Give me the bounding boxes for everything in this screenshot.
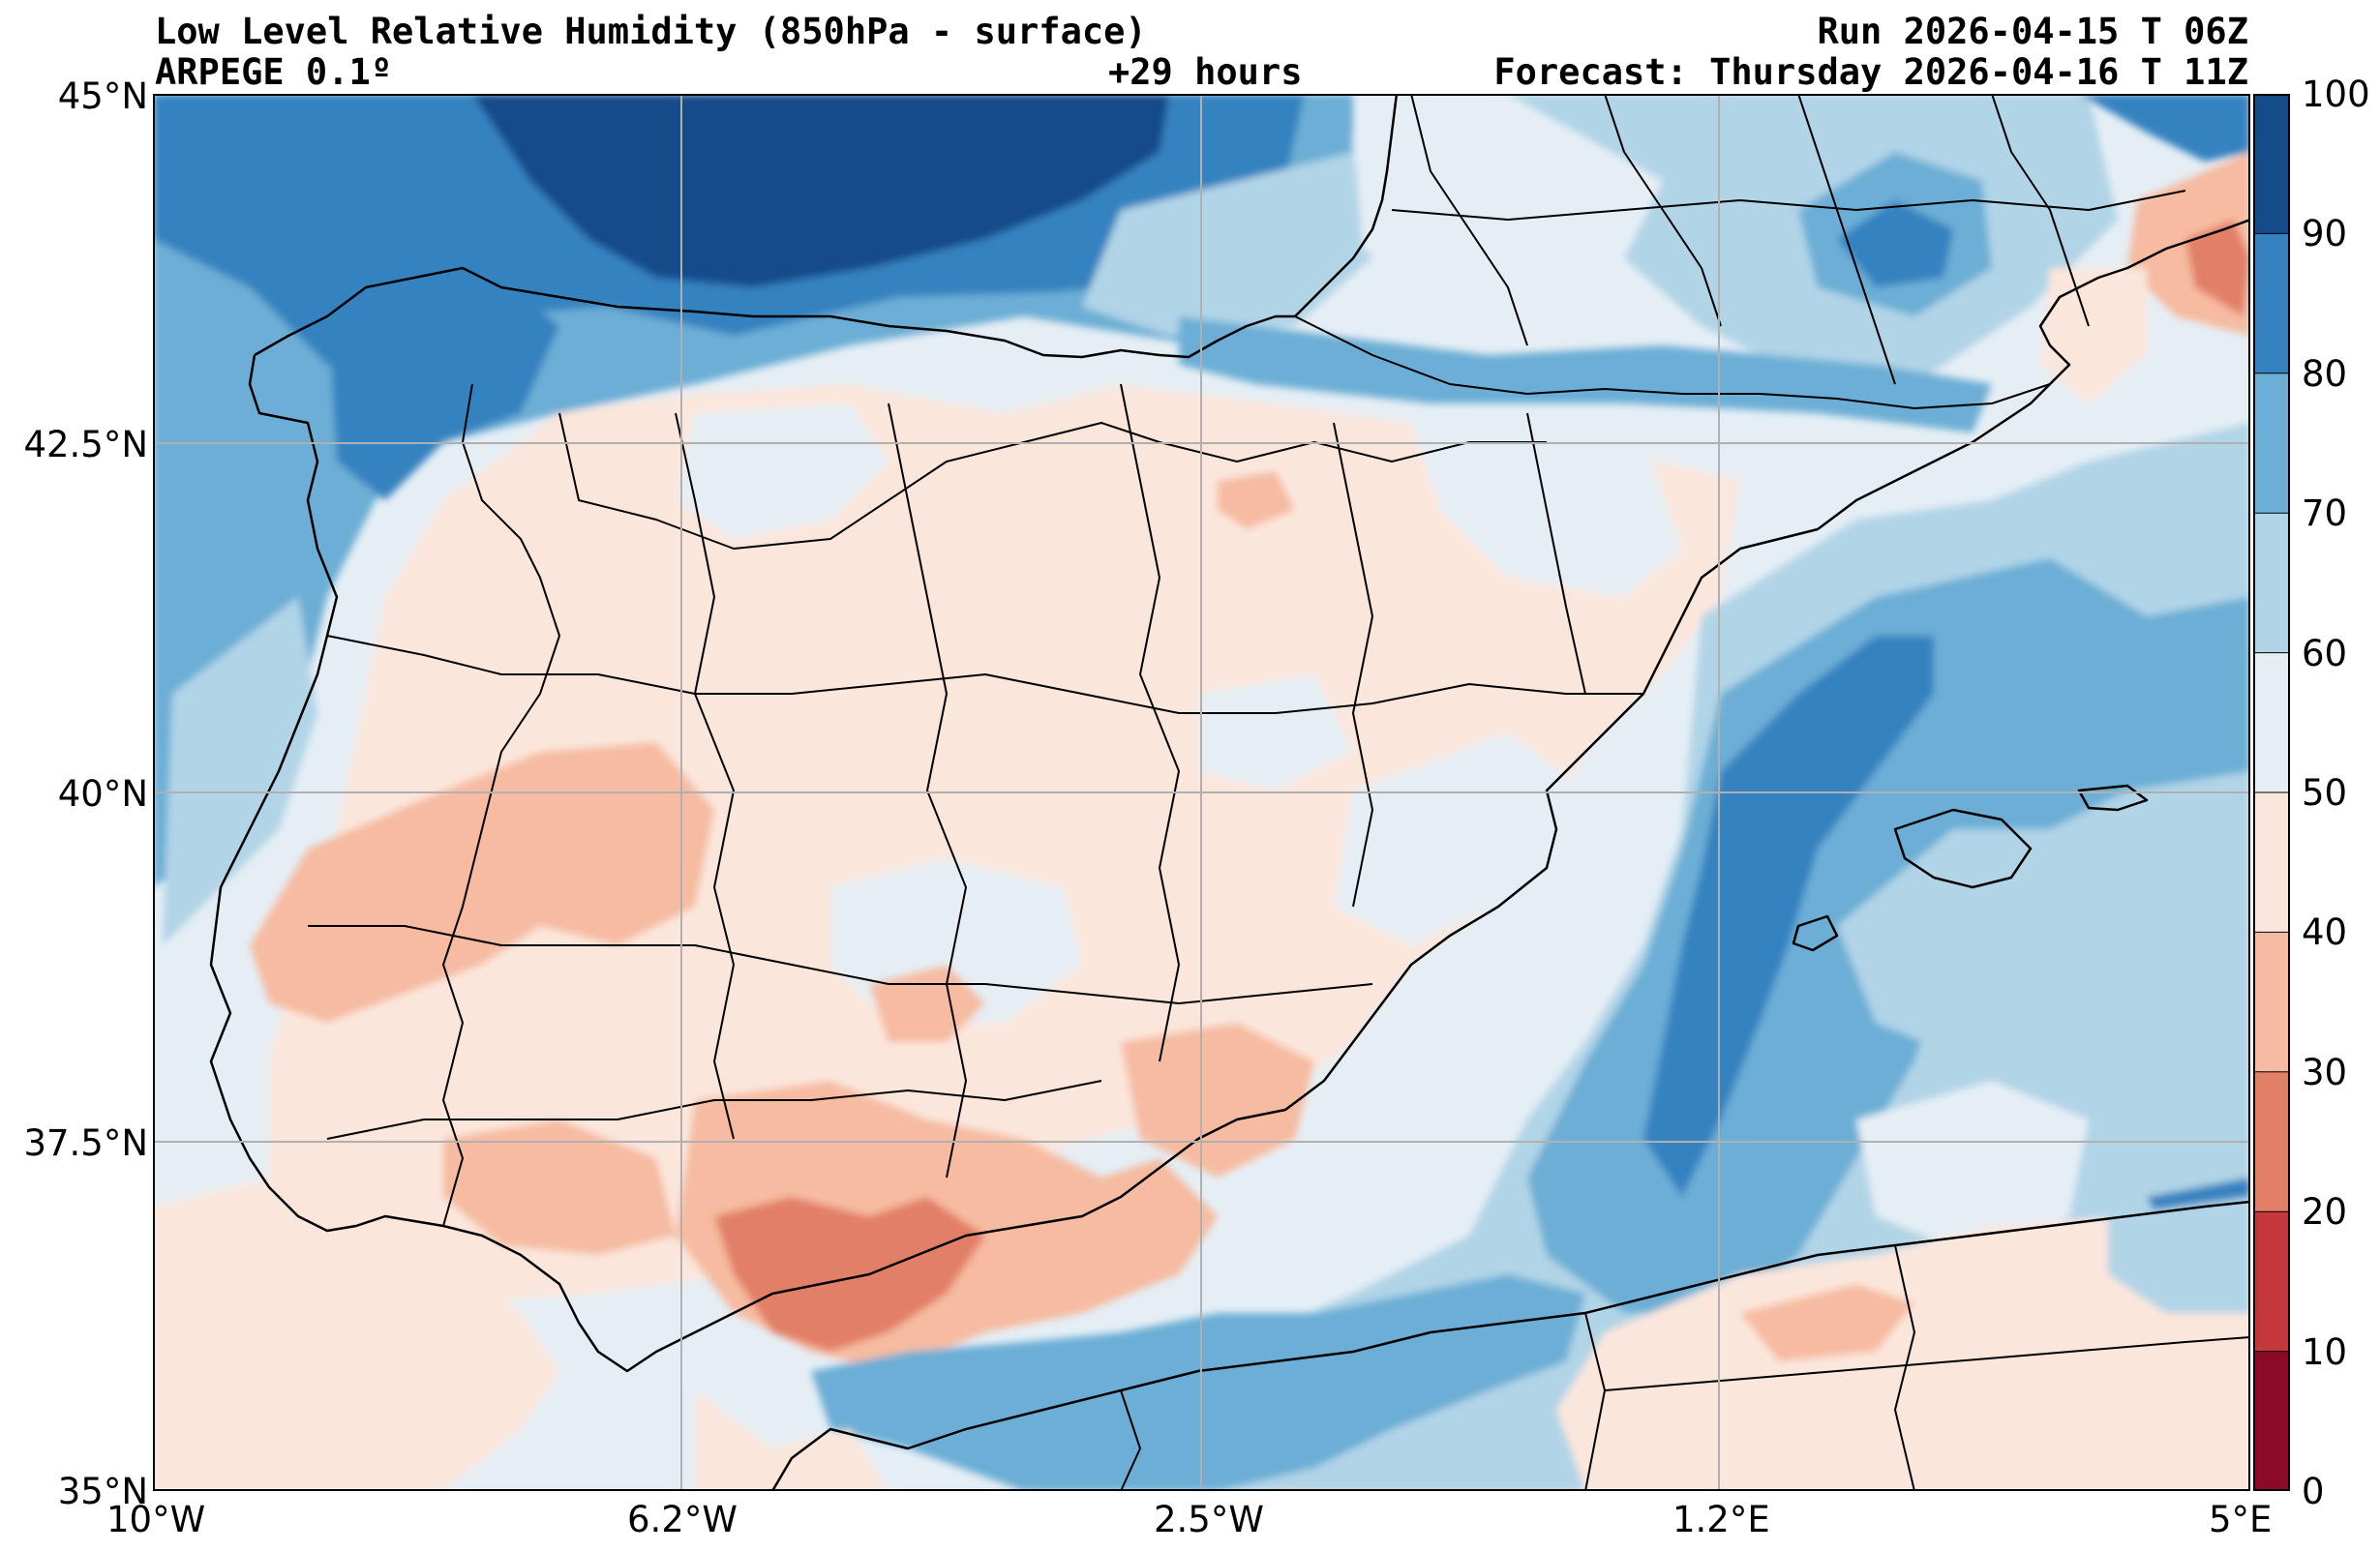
- lead-time-label: +29 hours: [1108, 51, 1303, 93]
- field-20-30-provence-core: [2185, 220, 2250, 316]
- border-africa-h: [1604, 1336, 2250, 1391]
- colorbar-tick-20: 20: [2302, 1191, 2348, 1234]
- field-60-70-balearic: [1837, 829, 2166, 1061]
- colorbar-tick-80: 80: [2302, 352, 2348, 395]
- colorbar-band-70-80: [2253, 373, 2290, 514]
- lon-label-5e: 5°E: [2209, 1499, 2273, 1540]
- ibiza: [1792, 914, 1839, 952]
- border-france-4: [1991, 94, 2090, 327]
- field-40-50-north-africa: [695, 1390, 889, 1491]
- border-andalusia: [326, 1080, 1102, 1140]
- border-france-2: [1604, 94, 1722, 327]
- field-30-40-ebro: [1218, 471, 1295, 529]
- colorbar-band-30-40: [2253, 932, 2290, 1072]
- field-60-70-algeria-north: [2108, 1197, 2250, 1313]
- colorbar-frame: [2253, 94, 2290, 1491]
- border-portugal-spain: [442, 383, 560, 1227]
- graticule: [153, 94, 2250, 1491]
- field-90-100-biscay: [472, 94, 1169, 287]
- border-africa-3: [1894, 1244, 1915, 1491]
- france-med-coast: [2097, 218, 2250, 280]
- field-70-80-pyrenees: [1179, 316, 1992, 433]
- admin-borders: [308, 94, 2250, 1491]
- menorca: [2077, 784, 2149, 812]
- colorbar-tick-70: 70: [2302, 492, 2348, 535]
- field-80-90-galicia: [327, 258, 559, 500]
- colorbar-band-0-10: [2253, 1351, 2290, 1491]
- africa-coast: [770, 1200, 2250, 1491]
- field-50-60-med-center: [1856, 1081, 2089, 1255]
- iberia-west-coast: [209, 276, 2099, 1373]
- field-80-90-northeast: [2079, 94, 2250, 162]
- border-south-provinces: [308, 925, 1373, 1004]
- map-title: Low Level Relative Humidity (850hPa - su…: [155, 11, 1147, 52]
- lat-label-42-5n: 42.5°N: [23, 424, 148, 465]
- field-50-60-valencia: [1334, 732, 1585, 945]
- border-france-3: [1797, 94, 1896, 385]
- field-80-90-massif-core: [1837, 200, 1953, 287]
- colorbar-band-60-70: [2253, 513, 2290, 653]
- border-central-provinces: [326, 635, 1643, 714]
- border-vertical-2: [888, 403, 967, 1179]
- field-80-90-valencia-gulf: [1643, 636, 1934, 1197]
- field-30-40-extremadura: [250, 742, 714, 1023]
- run-label: Run 2026-04-15 T 06Z: [1817, 11, 2248, 52]
- field-50-60-teruel: [1198, 674, 1353, 791]
- field-30-40-huelva: [443, 1119, 676, 1255]
- border-france-h: [1391, 190, 2186, 221]
- field-50-60-castile: [676, 403, 889, 539]
- field-40-50-algeria: [1556, 1207, 2250, 1491]
- mallorca: [1893, 808, 2033, 889]
- lon-label-6-2w: 6.2°W: [627, 1499, 738, 1540]
- colorbar-tick-40: 40: [2302, 911, 2348, 954]
- lat-label-45n: 45°N: [57, 75, 148, 117]
- lon-label-10w: 10°W: [106, 1499, 206, 1540]
- field-60-70-biscay: [1082, 152, 1382, 336]
- model-label: ARPEGE 0.1º: [155, 51, 393, 93]
- forecast-label: Forecast: Thursday 2026-04-16 T 11Z: [1493, 51, 2248, 93]
- border-vertical-5: [1526, 412, 1586, 695]
- france-atlantic-coast: [1294, 94, 1399, 317]
- humidity-map: [153, 94, 2250, 1491]
- colorbar: [2253, 94, 2290, 1491]
- field-50-60-france: [1353, 133, 1663, 316]
- border-africa-1: [1120, 1389, 1141, 1491]
- colorbar-tick-60: 60: [2302, 632, 2348, 674]
- colorbar-tick-90: 90: [2302, 213, 2348, 255]
- lon-label-1-2e: 1.2°E: [1672, 1499, 1770, 1540]
- lat-label-40n: 40°N: [57, 773, 148, 815]
- field-30-40-algeria-coast: [1740, 1284, 1914, 1361]
- iberia-north-coast: [254, 266, 1295, 359]
- border-france-1: [1410, 94, 1528, 346]
- field-60-70-west-coast: [163, 597, 317, 945]
- border-vertical-3: [1120, 383, 1180, 1062]
- lat-label-35n: 35°N: [57, 1471, 148, 1512]
- colorbar-tick-30: 30: [2302, 1051, 2348, 1093]
- colorbar-band-80-90: [2253, 233, 2290, 373]
- border-vertical-1: [675, 412, 735, 1140]
- colorbar-band-90-100: [2253, 94, 2290, 234]
- lon-label-2-5w: 2.5°W: [1154, 1499, 1264, 1540]
- humidity-field: [153, 94, 2250, 1491]
- field-30-40-murcia: [1121, 1023, 1314, 1178]
- colorbar-tick-0: 0: [2302, 1471, 2325, 1512]
- border-vertical-4: [1333, 422, 1373, 908]
- colorbar-band-40-50: [2253, 792, 2290, 933]
- field-40-50-atlantic-south: [153, 1178, 559, 1491]
- field-20-30-guadalquivir: [714, 1197, 985, 1352]
- border-pyrenees: [1294, 315, 2051, 409]
- lat-label-37-5n: 37.5°N: [23, 1122, 148, 1164]
- colorbar-tick-50: 50: [2302, 772, 2348, 814]
- coastlines: [209, 94, 2250, 1491]
- map-frame: [153, 94, 2250, 1491]
- colorbar-tick-10: 10: [2302, 1330, 2348, 1373]
- field-40-50-gulf-lion: [2040, 268, 2147, 403]
- colorbar-band-50-60: [2253, 652, 2290, 792]
- field-70-80-alboran: [811, 1274, 1585, 1491]
- colorbar-band-10-20: [2253, 1211, 2290, 1352]
- colorbar-tick-100: 100: [2302, 74, 2370, 115]
- colorbar-band-20-30: [2253, 1071, 2290, 1212]
